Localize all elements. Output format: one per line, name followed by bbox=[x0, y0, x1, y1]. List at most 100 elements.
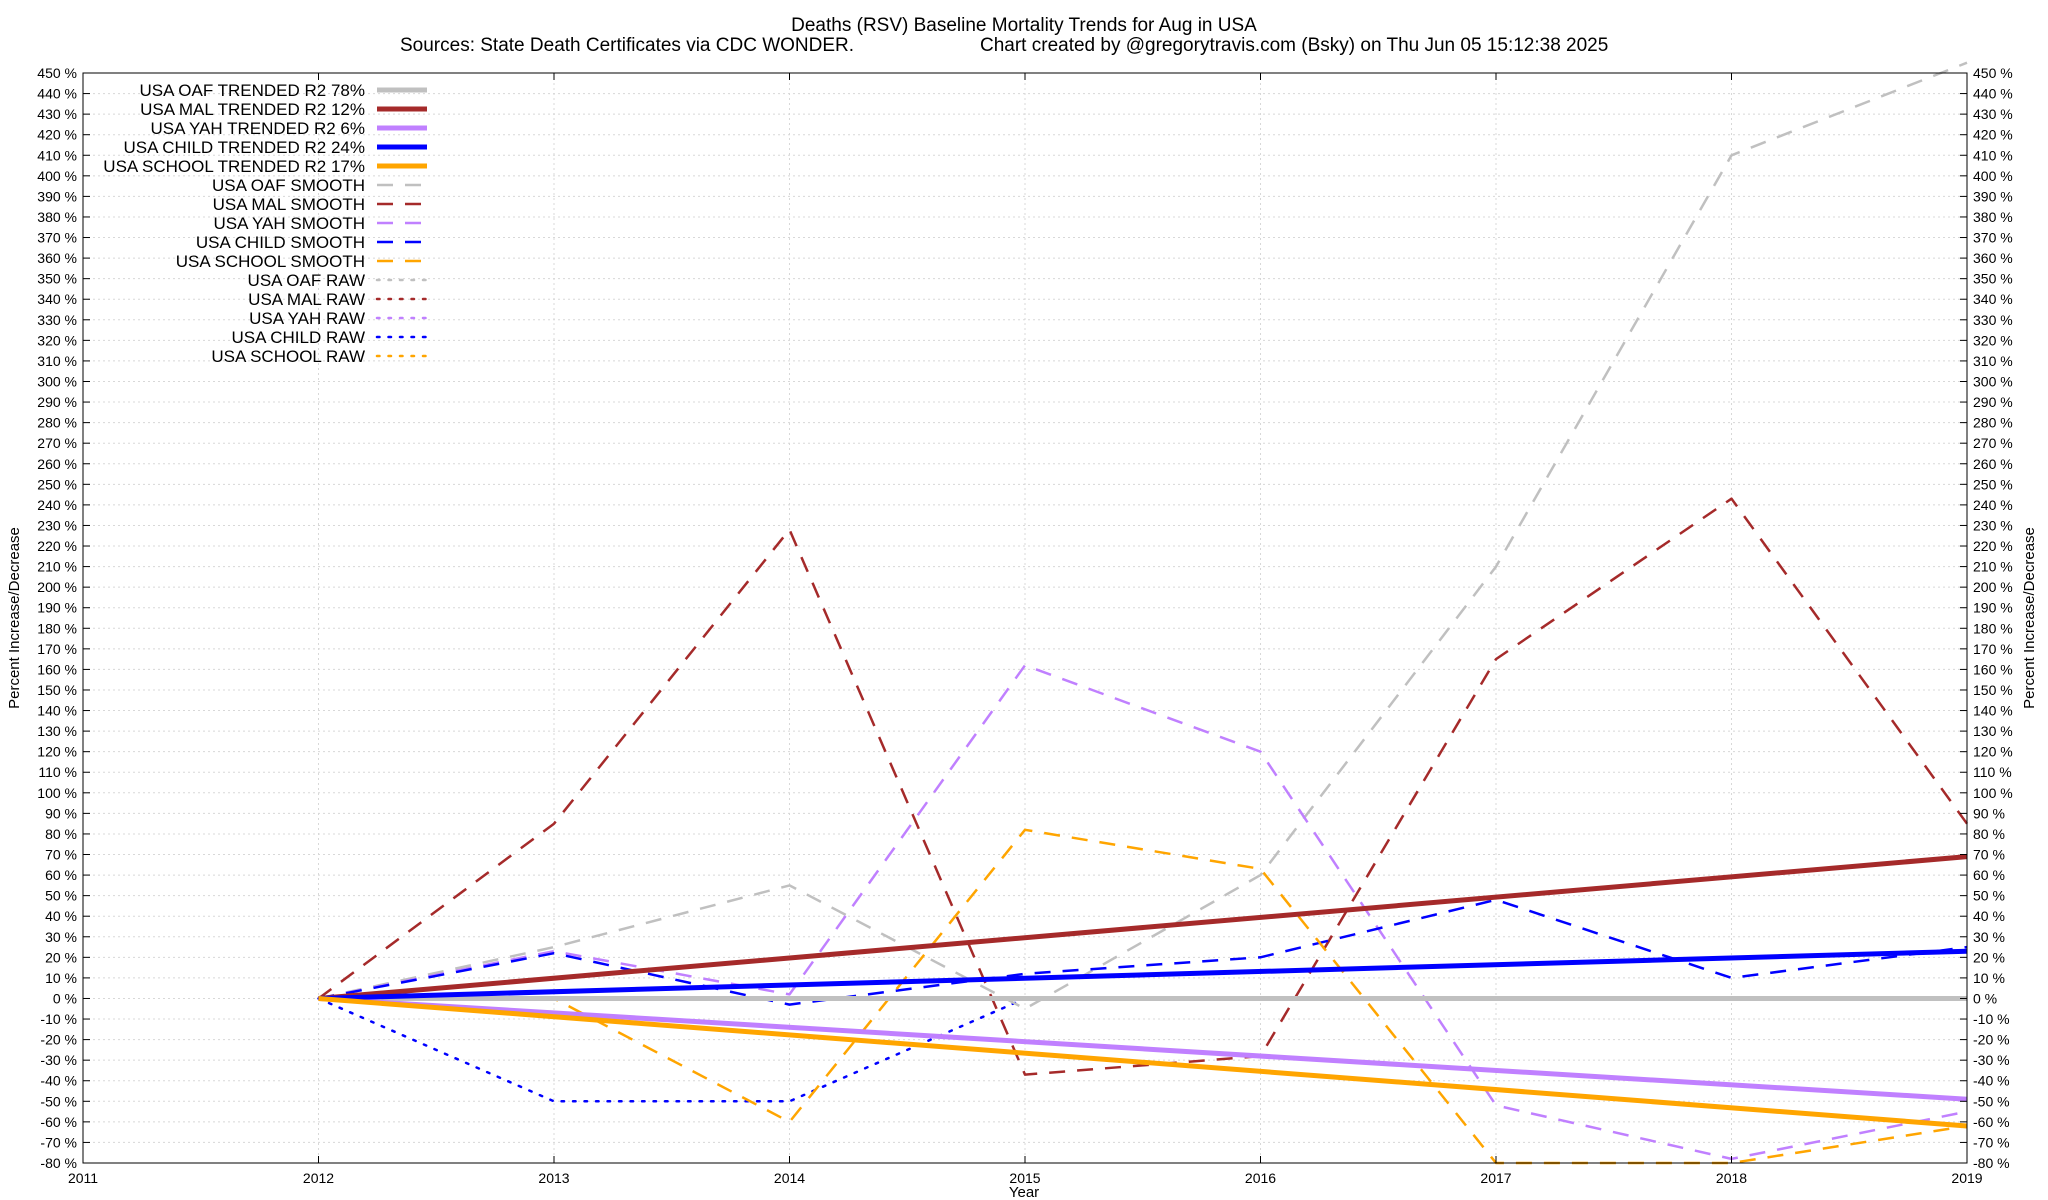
y-tick-label: 230 % bbox=[37, 517, 77, 533]
legend-label: USA CHILD RAW bbox=[231, 328, 365, 347]
y-tick-label: 430 % bbox=[1973, 106, 2013, 122]
y-tick-label: 250 % bbox=[1973, 476, 2013, 492]
y-tick-label: 180 % bbox=[37, 620, 77, 636]
legend-label: USA SCHOOL SMOOTH bbox=[176, 252, 365, 271]
y-tick-label: 10 % bbox=[45, 970, 77, 986]
grid bbox=[82, 72, 1968, 1164]
y-tick-label: 310 % bbox=[37, 353, 77, 369]
legend-label: USA SCHOOL TRENDED R2 17% bbox=[103, 157, 365, 176]
y-tick-label: 50 % bbox=[1973, 888, 2005, 904]
y-tick-label: -20 % bbox=[40, 1032, 77, 1048]
y-tick-label: -70 % bbox=[40, 1134, 77, 1150]
legend-label: USA YAH TRENDED R2 6% bbox=[151, 119, 365, 138]
y-tick-label: 90 % bbox=[45, 805, 77, 821]
y-tick-label: 60 % bbox=[45, 867, 77, 883]
series-usa-oaf-smooth-line bbox=[318, 61, 1968, 1011]
y-tick-label: 350 % bbox=[37, 271, 77, 287]
legend-entry: USA SCHOOL SMOOTH bbox=[176, 252, 427, 271]
y-tick-label: 210 % bbox=[1973, 559, 2013, 575]
legend-entry: USA MAL TRENDED R2 12% bbox=[140, 100, 427, 119]
legend-entry: USA CHILD TRENDED R2 24% bbox=[123, 138, 427, 157]
legend-entry: USA SCHOOL TRENDED R2 17% bbox=[103, 157, 427, 176]
y-tick-label: -30 % bbox=[40, 1052, 77, 1068]
y-axis-label-right: Percent Increase/Decrease bbox=[2021, 527, 2038, 709]
x-axis-label: Year bbox=[1009, 1184, 1039, 1200]
y-tick-label: 80 % bbox=[1973, 826, 2005, 842]
series-usa-child-raw-line bbox=[317, 997, 1027, 1103]
y-tick-label: 200 % bbox=[1973, 579, 2013, 595]
y-tick-label: -20 % bbox=[1973, 1032, 2010, 1048]
y-tick-label: 180 % bbox=[1973, 620, 2013, 636]
y-tick-label: 400 % bbox=[1973, 168, 2013, 184]
y-tick-label: -70 % bbox=[1973, 1134, 2010, 1150]
y-axis-left: -80 % -70 % -60 % -50 % -40 % -30 % -20 % -10 %… bbox=[37, 65, 90, 1171]
legend-label: USA OAF TRENDED R2 78% bbox=[140, 81, 365, 100]
y-tick-label: 220 % bbox=[37, 538, 77, 554]
y-tick-label: 0 % bbox=[1973, 990, 1997, 1006]
legend-entry: USA YAH TRENDED R2 6% bbox=[151, 119, 427, 138]
y-tick-label: 30 % bbox=[45, 929, 77, 945]
y-tick-label: 340 % bbox=[37, 291, 77, 307]
legend-label: USA OAF RAW bbox=[248, 271, 365, 290]
x-tick-label: 2012 bbox=[303, 1170, 334, 1186]
y-tick-label: 310 % bbox=[1973, 353, 2013, 369]
y-tick-label: 380 % bbox=[1973, 209, 2013, 225]
x-tick-label: 2011 bbox=[68, 1170, 98, 1186]
y-tick-label: 400 % bbox=[37, 168, 77, 184]
y-tick-label: 130 % bbox=[37, 723, 77, 739]
x-tick-label: 2018 bbox=[1716, 1170, 1747, 1186]
chart-credit-note: Chart created by @gregorytravis.com (Bsk… bbox=[980, 35, 1608, 56]
y-tick-label: -30 % bbox=[1973, 1052, 2010, 1068]
y-tick-label: 290 % bbox=[37, 394, 77, 410]
y-tick-label: 330 % bbox=[37, 312, 77, 328]
y-tick-label: 450 % bbox=[1973, 65, 2013, 81]
y-tick-label: 440 % bbox=[1973, 86, 2013, 102]
y-tick-label: 350 % bbox=[1973, 271, 2013, 287]
x-tick-label: 2017 bbox=[1480, 1170, 1511, 1186]
y-tick-label: 50 % bbox=[45, 888, 77, 904]
y-tick-label: 110 % bbox=[38, 764, 77, 780]
y-tick-label: -40 % bbox=[40, 1073, 77, 1089]
series-usa-school-trended-line bbox=[318, 996, 1968, 1129]
x-tick-label: 2013 bbox=[538, 1170, 569, 1186]
x-tick-label: 2016 bbox=[1245, 1170, 1276, 1186]
legend-entry: USA YAH SMOOTH bbox=[214, 214, 427, 233]
y-axis-label-left: Percent Increase/Decrease bbox=[6, 527, 23, 709]
y-tick-label: 140 % bbox=[37, 703, 77, 719]
y-tick-label: -80 % bbox=[1973, 1155, 2010, 1171]
y-tick-label: 190 % bbox=[37, 600, 77, 616]
y-tick-label: 290 % bbox=[1973, 394, 2013, 410]
legend-entry: USA MAL SMOOTH bbox=[213, 195, 427, 214]
y-tick-label: -50 % bbox=[40, 1093, 77, 1109]
y-tick-label: 260 % bbox=[37, 456, 77, 472]
y-tick-label: 450 % bbox=[37, 65, 77, 81]
y-tick-label: 70 % bbox=[45, 847, 77, 863]
y-tick-label: 260 % bbox=[1973, 456, 2013, 472]
legend-entry: USA SCHOOL RAW bbox=[211, 347, 429, 366]
legend-label: USA CHILD SMOOTH bbox=[196, 233, 365, 252]
y-tick-label: 20 % bbox=[45, 949, 77, 965]
x-tick-label: 2015 bbox=[1009, 1170, 1040, 1186]
series-usa-child-smooth-line bbox=[318, 898, 1968, 1006]
legend-label: USA CHILD TRENDED R2 24% bbox=[123, 138, 365, 157]
y-tick-label: 280 % bbox=[1973, 415, 2013, 431]
legend-label: USA YAH RAW bbox=[249, 309, 365, 328]
y-tick-label: 70 % bbox=[1973, 847, 2005, 863]
y-tick-label: 360 % bbox=[1973, 250, 2013, 266]
y-tick-label: 440 % bbox=[37, 86, 77, 102]
y-tick-label: -50 % bbox=[1973, 1093, 2010, 1109]
y-tick-label: 220 % bbox=[1973, 538, 2013, 554]
y-tick-label: 140 % bbox=[1973, 703, 2013, 719]
y-tick-label: 390 % bbox=[1973, 188, 2013, 204]
y-tick-label: 420 % bbox=[37, 127, 77, 143]
y-tick-label: 240 % bbox=[37, 497, 77, 513]
chart-source-note: Sources: State Death Certificates via CD… bbox=[400, 35, 854, 56]
legend-entry: USA YAH RAW bbox=[249, 309, 429, 328]
y-tick-label: 200 % bbox=[37, 579, 77, 595]
y-tick-label: 270 % bbox=[37, 435, 77, 451]
y-tick-label: 330 % bbox=[1973, 312, 2013, 328]
y-tick-label: 80 % bbox=[45, 826, 77, 842]
y-tick-label: 420 % bbox=[1973, 127, 2013, 143]
y-tick-label: 150 % bbox=[37, 682, 77, 698]
x-axis: 2011 2012 2013 2014 2015 2016 2017 2018 2019 bbox=[68, 73, 1983, 1186]
